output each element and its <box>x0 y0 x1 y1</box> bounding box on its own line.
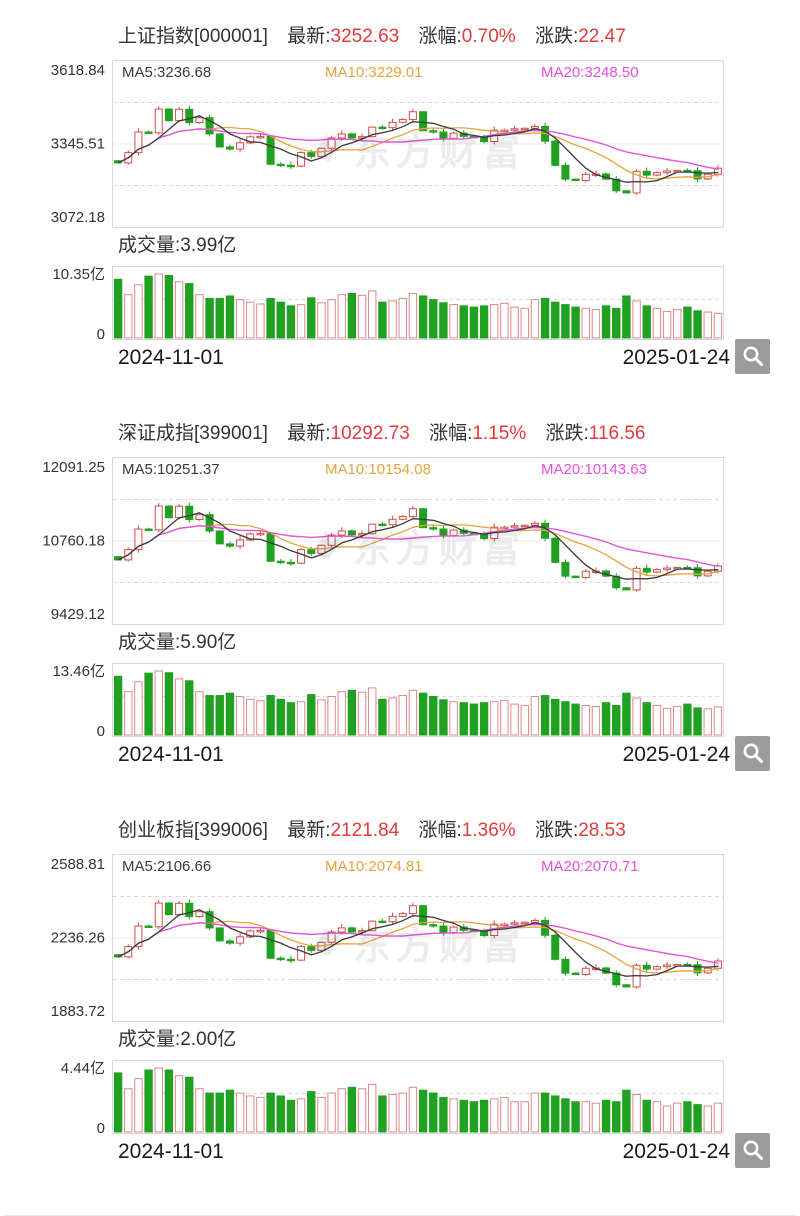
volume-title: 成交量:2.00亿 <box>118 1029 237 1050</box>
latest-value: 10292.73 <box>330 423 410 444</box>
start-date-label: 2024-11-01 <box>118 1140 224 1163</box>
change-amount-label: 涨跌: <box>534 26 579 47</box>
change-amount-value: 116.56 <box>588 423 646 444</box>
index-title: 创业板指[399006] <box>118 820 268 841</box>
ma5-label: MA5:10251.37 <box>122 461 220 478</box>
volume-zero-label: 0 <box>96 723 105 740</box>
y-axis-max-label: 3618.84 <box>50 62 105 79</box>
candlestick-chart <box>113 896 723 989</box>
y-axis-mid-label: 2236.26 <box>50 929 105 947</box>
volume-y-axis: 4.44亿 0 <box>0 1060 112 1137</box>
ma5-label: MA5:3236.68 <box>122 64 212 81</box>
volume-bar-chart <box>113 670 723 736</box>
y-axis-min-label: 1883.72 <box>50 1003 105 1020</box>
start-date-label: 2024-11-01 <box>118 346 224 369</box>
date-axis: 2024-11-01 2025-01-24 <box>112 736 770 771</box>
change-percent-label: 涨幅: <box>418 820 462 841</box>
price-y-axis: 2588.81 2236.26 1883.72 <box>0 854 112 1022</box>
end-date-label: 2025-01-24 <box>622 743 730 766</box>
candlestick-panel: 东方财富 MA5:3236.68 MA10:3229.01 MA20:3248.… <box>112 60 724 228</box>
index-chart-block-chinext: 创业板指[399006] 最新:2121.84 涨幅:1.36% 涨跌:28.5… <box>0 818 800 1168</box>
index-title: 深证成指[399001] <box>118 423 268 444</box>
magnifier-icon <box>743 346 763 366</box>
change-amount-value: 22.47 <box>578 26 626 47</box>
volume-max-label: 13.46亿 <box>52 663 105 680</box>
y-axis-min-label: 3072.18 <box>50 209 105 226</box>
ma10-label: MA10:2074.81 <box>325 858 423 875</box>
chart-header: 创业板指[399006] 最新:2121.84 涨幅:1.36% 涨跌:28.5… <box>118 818 800 844</box>
latest-label: 最新: <box>287 820 331 841</box>
index-chart-block-sse: 上证指数[000001] 最新:3252.63 涨幅:0.70% 涨跌:22.4… <box>0 24 800 374</box>
date-axis: 2024-11-01 2025-01-24 <box>112 339 770 374</box>
chart-header: 深证成指[399001] 最新:10292.73 涨幅:1.15% 涨跌:116… <box>118 421 800 447</box>
candlestick-panel: 东方财富 MA5:2106.66 MA10:2074.81 MA20:2070.… <box>112 854 724 1022</box>
chart-header: 上证指数[000001] 最新:3252.63 涨幅:0.70% 涨跌:22.4… <box>118 24 800 50</box>
volume-panel <box>112 266 724 340</box>
magnifier-icon <box>743 1140 763 1160</box>
latest-label: 最新: <box>287 26 331 47</box>
volume-panel <box>112 1060 724 1134</box>
index-chart-block-szse: 深证成指[399001] 最新:10292.73 涨幅:1.15% 涨跌:116… <box>0 421 800 771</box>
candlestick-chart <box>113 102 723 195</box>
volume-max-label: 4.44亿 <box>60 1060 105 1077</box>
volume-zero-label: 0 <box>96 326 105 343</box>
change-percent-value: 0.70% <box>461 26 516 47</box>
volume-title: 成交量:5.90亿 <box>118 632 237 653</box>
volume-panel <box>112 663 724 737</box>
candlestick-panel: 东方财富 MA5:10251.37 MA10:10154.08 MA20:101… <box>112 457 724 625</box>
change-percent-value: 1.36% <box>461 820 516 841</box>
ma20-label: MA20:3248.50 <box>541 64 639 81</box>
ma20-label: MA20:2070.71 <box>541 858 639 875</box>
y-axis-max-label: 12091.25 <box>42 459 105 476</box>
price-y-axis: 3618.84 3345.51 3072.18 <box>0 60 112 228</box>
change-percent-label: 涨幅: <box>429 423 473 444</box>
y-axis-max-label: 2588.81 <box>50 856 105 873</box>
end-date-label: 2025-01-24 <box>622 1140 730 1163</box>
change-percent-value: 1.15% <box>472 423 527 444</box>
y-axis-mid-label: 10760.18 <box>42 532 105 550</box>
volume-bar-chart <box>113 1067 723 1133</box>
volume-y-axis: 10.35亿 0 <box>0 266 112 343</box>
change-amount-label: 涨跌: <box>545 423 589 444</box>
index-title: 上证指数[000001] <box>118 26 268 47</box>
change-amount-value: 28.53 <box>578 820 626 841</box>
volume-zero-label: 0 <box>96 1120 105 1137</box>
latest-label: 最新: <box>287 423 331 444</box>
volume-y-axis: 13.46亿 0 <box>0 663 112 740</box>
price-y-axis: 12091.25 10760.18 9429.12 <box>0 457 112 625</box>
end-date-label: 2025-01-24 <box>622 346 730 369</box>
ma20-label: MA20:10143.63 <box>541 461 647 478</box>
latest-value: 3252.63 <box>330 26 400 47</box>
magnifier-button[interactable] <box>735 339 770 374</box>
change-amount-label: 涨跌: <box>534 820 579 841</box>
ma10-label: MA10:10154.08 <box>325 461 431 478</box>
magnifier-button[interactable] <box>735 736 770 771</box>
magnifier-button[interactable] <box>735 1133 770 1168</box>
latest-value: 2121.84 <box>330 820 400 841</box>
volume-bar-chart <box>113 273 723 339</box>
volume-max-label: 10.35亿 <box>52 266 105 283</box>
change-percent-label: 涨幅: <box>418 26 462 47</box>
start-date-label: 2024-11-01 <box>118 743 224 766</box>
candlestick-chart <box>113 499 723 592</box>
magnifier-icon <box>743 743 763 763</box>
ma5-label: MA5:2106.66 <box>122 858 212 875</box>
y-axis-mid-label: 3345.51 <box>50 135 105 153</box>
ma10-label: MA10:3229.01 <box>325 64 423 81</box>
volume-title: 成交量:3.99亿 <box>118 235 237 256</box>
y-axis-min-label: 9429.12 <box>50 606 105 623</box>
date-axis: 2024-11-01 2025-01-24 <box>112 1133 770 1168</box>
